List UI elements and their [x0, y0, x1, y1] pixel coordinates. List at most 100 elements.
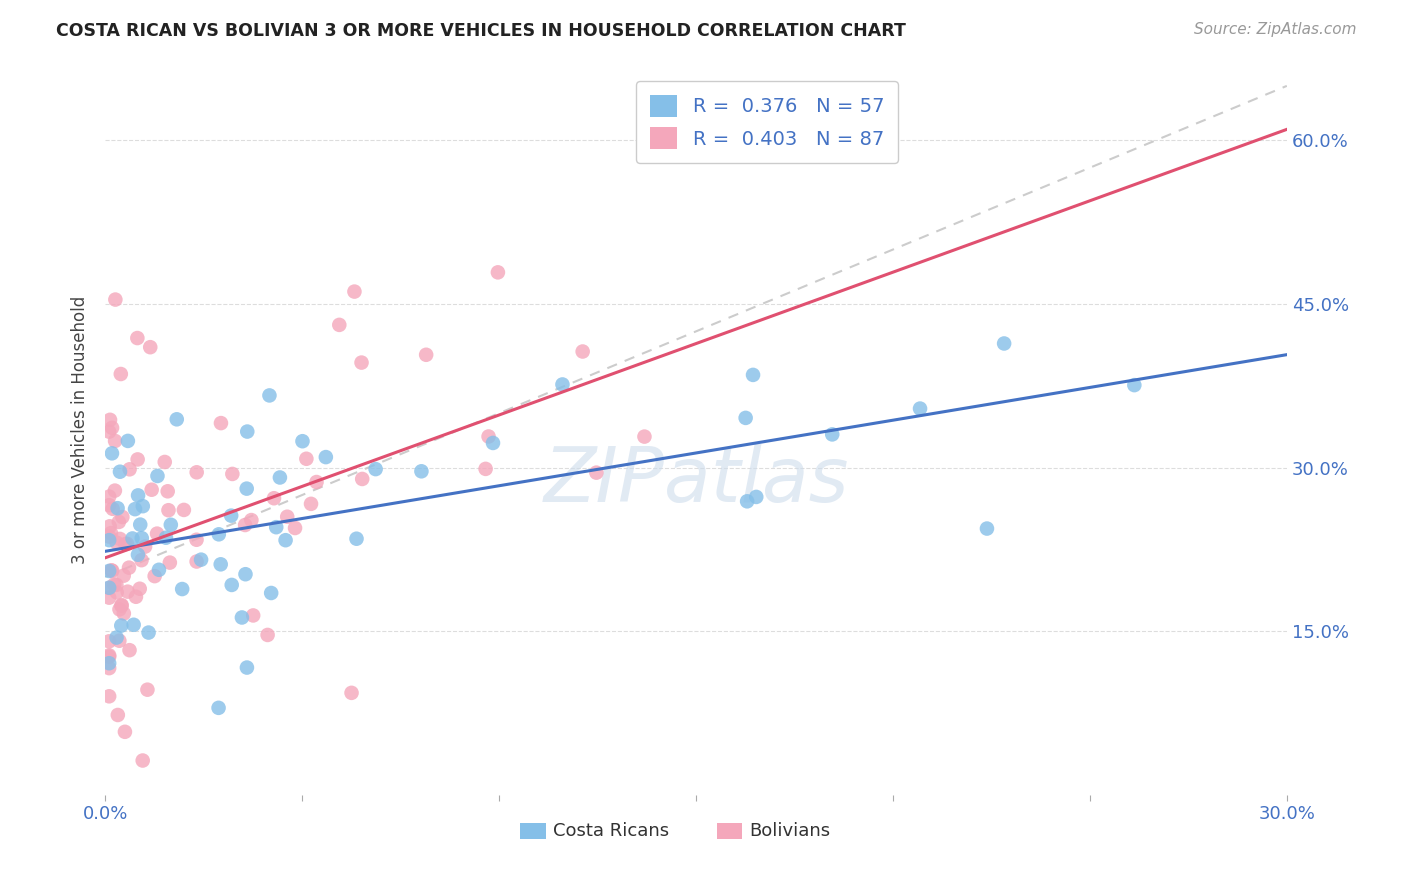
Point	[172, 582, 194, 596]
Point	[98, 490, 121, 504]
Point	[115, 537, 138, 551]
Point	[104, 293, 127, 307]
Point	[315, 450, 337, 464]
Point	[242, 608, 264, 623]
Point	[993, 336, 1015, 351]
Point	[208, 527, 231, 541]
Point	[112, 607, 135, 621]
Point	[101, 564, 124, 578]
Point	[231, 610, 253, 624]
Point	[127, 331, 149, 345]
Point	[101, 501, 124, 516]
Point	[98, 519, 121, 533]
Point	[118, 643, 141, 657]
Point	[98, 591, 121, 605]
Point	[233, 518, 256, 533]
Point	[256, 628, 278, 642]
Text: Bolivians: Bolivians	[749, 822, 831, 839]
Point	[209, 416, 232, 430]
Point	[276, 509, 298, 524]
Point	[166, 412, 188, 426]
Point	[101, 421, 124, 435]
Point	[111, 598, 134, 612]
Point	[269, 470, 291, 484]
Point	[146, 469, 169, 483]
Point	[108, 633, 131, 648]
Point	[411, 464, 433, 478]
Point	[134, 540, 156, 554]
Point	[118, 462, 141, 476]
Point	[98, 425, 121, 439]
Point	[98, 690, 121, 704]
Point	[117, 584, 139, 599]
Point	[186, 465, 208, 479]
Point	[131, 531, 153, 545]
Point	[125, 590, 148, 604]
Point	[235, 482, 257, 496]
Point	[110, 367, 132, 381]
Point	[328, 318, 350, 332]
Point	[735, 494, 758, 508]
Point	[104, 483, 127, 498]
Point	[127, 548, 149, 562]
Point	[415, 348, 437, 362]
Point	[121, 532, 143, 546]
Point	[159, 556, 181, 570]
Point	[571, 344, 593, 359]
Point	[173, 503, 195, 517]
Point	[153, 455, 176, 469]
Point	[110, 599, 132, 613]
Point	[114, 724, 136, 739]
Point	[107, 501, 129, 516]
Point	[221, 578, 243, 592]
Point	[98, 533, 121, 548]
Point	[98, 413, 121, 427]
Point	[124, 502, 146, 516]
Point	[136, 682, 159, 697]
Point	[132, 499, 155, 513]
Point	[131, 754, 153, 768]
Point	[108, 465, 131, 479]
Point	[148, 563, 170, 577]
Point	[118, 560, 141, 574]
Point	[976, 522, 998, 536]
Point	[186, 555, 208, 569]
Point	[364, 462, 387, 476]
Point	[221, 467, 243, 481]
Point	[105, 535, 128, 549]
Point	[105, 578, 128, 592]
Point	[486, 265, 509, 279]
Point	[146, 526, 169, 541]
Point	[209, 558, 232, 572]
Point	[98, 564, 121, 578]
Point	[103, 577, 125, 591]
Point	[108, 602, 131, 616]
Point	[157, 503, 180, 517]
Point	[186, 533, 208, 547]
Point	[274, 533, 297, 548]
Point	[98, 530, 121, 544]
Point	[346, 532, 368, 546]
Point	[108, 532, 131, 546]
Point	[474, 462, 496, 476]
Point	[240, 513, 263, 527]
Point	[264, 520, 287, 534]
Point	[143, 569, 166, 583]
Point	[821, 427, 844, 442]
Point	[155, 531, 177, 545]
Point	[105, 585, 128, 599]
Point	[101, 446, 124, 460]
Point	[127, 488, 149, 502]
Point	[127, 452, 149, 467]
Point	[343, 285, 366, 299]
Point	[352, 472, 374, 486]
Point	[139, 340, 162, 354]
Point	[108, 515, 131, 529]
Point	[100, 563, 122, 577]
Point	[259, 388, 281, 402]
Point	[98, 581, 121, 595]
Point	[190, 552, 212, 566]
Point	[110, 618, 132, 632]
Point	[236, 425, 259, 439]
Point	[122, 617, 145, 632]
